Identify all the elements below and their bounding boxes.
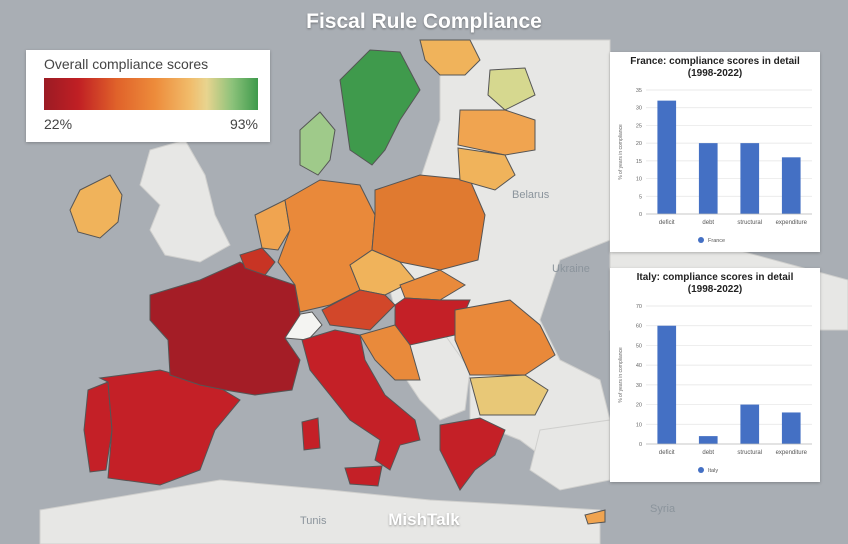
country-estonia: [487, 67, 536, 111]
chart-italy: Italy: compliance scores in detail (1998-…: [618, 272, 812, 474]
bar-expenditure: [781, 157, 801, 214]
legend-max-label: 93%: [229, 116, 258, 132]
y-tick-label: 35: [636, 88, 642, 94]
country-ireland: [69, 174, 123, 239]
x-tick-label: expenditure: [776, 450, 808, 456]
bar-debt: [698, 436, 718, 444]
map-label-syria: Syria: [650, 503, 676, 515]
y-tick-label: 0: [639, 442, 642, 448]
country-portugal: [83, 381, 113, 473]
x-tick-label: deficit: [659, 450, 675, 456]
chart-france: France: compliance scores in detail (1998…: [618, 56, 812, 244]
x-tick-label: structural: [737, 220, 762, 226]
y-tick-label: 40: [636, 363, 642, 369]
y-axis-label: % of years in compliance: [618, 124, 624, 180]
bar-debt: [698, 143, 718, 214]
country-lithuania: [457, 147, 516, 191]
country-finland: [419, 39, 481, 76]
y-axis-label: % of years in compliance: [618, 347, 624, 403]
country-cyprus: [584, 509, 606, 525]
legend-box: Overall compliance scores 22% 93%: [26, 50, 270, 142]
x-tick-label: debt: [702, 220, 714, 226]
legend-label: Italy: [708, 468, 718, 474]
legend-label: France: [708, 238, 725, 244]
legend-marker: [698, 237, 704, 243]
y-tick-label: 20: [636, 403, 642, 409]
country-bulgaria: [469, 374, 549, 416]
outside-land-africa: [39, 479, 601, 544]
chart-title: France: compliance scores in detail (1998…: [630, 56, 800, 79]
y-tick-label: 50: [636, 343, 642, 349]
legend-min-label: 22%: [44, 116, 73, 132]
y-tick-label: 60: [636, 324, 642, 330]
country-greece: [439, 417, 506, 491]
country-slovenia-croatia: [359, 324, 421, 381]
y-tick-label: 0: [639, 212, 642, 218]
bar-structural: [740, 404, 760, 444]
x-tick-label: expenditure: [776, 220, 808, 226]
y-tick-label: 30: [636, 383, 642, 389]
country-poland: [371, 174, 486, 271]
country-netherlands: [254, 199, 291, 251]
legend-title: Overall compliance scores: [44, 56, 209, 72]
chart-panel-france: France: compliance scores in detail (1998…: [610, 52, 820, 252]
country-denmark: [299, 111, 336, 176]
map-label-belarus: Belarus: [512, 189, 550, 201]
x-tick-label: structural: [737, 450, 762, 456]
country-sicily: [344, 465, 383, 487]
legend-gradient: [44, 78, 258, 110]
bar-deficit: [657, 100, 677, 214]
country-sardinia: [301, 417, 321, 451]
y-tick-label: 20: [636, 141, 642, 147]
y-tick-label: 30: [636, 106, 642, 112]
y-tick-label: 10: [636, 422, 642, 428]
x-tick-label: deficit: [659, 220, 675, 226]
country-latvia: [457, 109, 536, 156]
chart-title: Italy: compliance scores in detail (1998-…: [637, 272, 794, 295]
country-italy: [301, 329, 421, 471]
x-tick-label: debt: [702, 450, 714, 456]
bar-structural: [740, 143, 760, 214]
country-sweden: [339, 49, 421, 166]
country-belgium: [239, 247, 276, 276]
country-slovakia: [399, 269, 466, 301]
source-watermark: MishTalk: [388, 510, 460, 529]
outside-land-uk: [139, 139, 231, 263]
y-tick-label: 5: [639, 194, 642, 200]
y-tick-label: 15: [636, 159, 642, 165]
legend-marker: [698, 467, 704, 473]
bar-expenditure: [781, 412, 801, 444]
bar-deficit: [657, 325, 677, 444]
map-label-ukraine: Ukraine: [552, 263, 590, 275]
chart-panel-italy: Italy: compliance scores in detail (1998-…: [610, 268, 820, 482]
y-tick-label: 70: [636, 304, 642, 310]
map-label-tunis: Tunis: [300, 515, 327, 527]
page-title: Fiscal Rule Compliance: [306, 10, 542, 33]
y-tick-label: 10: [636, 177, 642, 183]
y-tick-label: 25: [636, 123, 642, 129]
country-romania: [454, 299, 556, 376]
outside-land-turkey: [529, 419, 611, 491]
